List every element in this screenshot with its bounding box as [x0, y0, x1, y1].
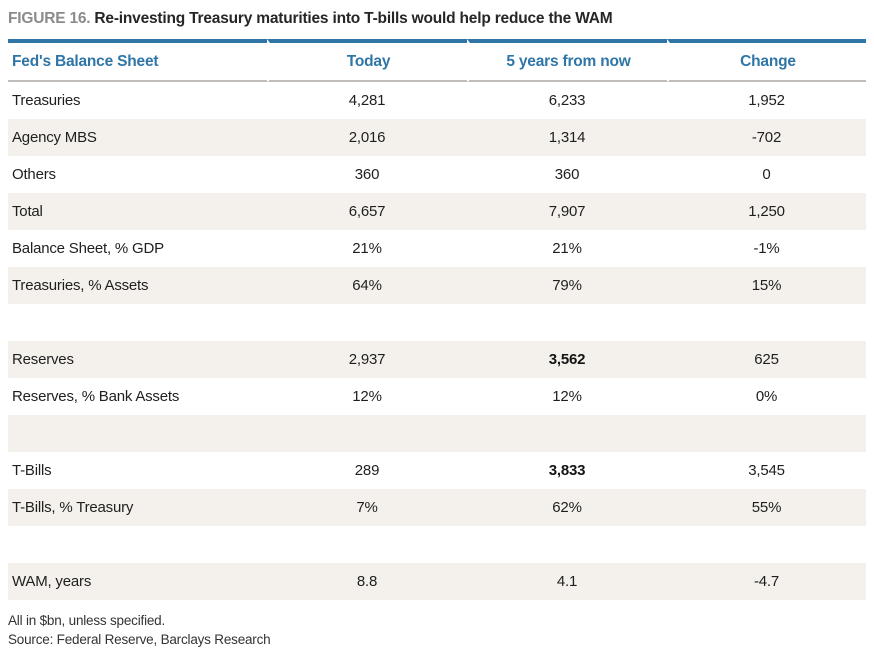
row-value: 6,233 [467, 82, 667, 119]
row-value [467, 526, 667, 563]
table-row: Treasuries, % Assets 64% 79% 15% [8, 267, 866, 304]
spacer-row [8, 526, 866, 563]
row-value: -4.7 [667, 563, 866, 600]
col-header-balance-sheet: Fed's Balance Sheet [8, 39, 267, 82]
row-value: 55% [667, 489, 866, 526]
row-label: Reserves [8, 341, 267, 378]
figure-heading: Re-investing Treasury maturities into T-… [94, 10, 613, 27]
row-label: Others [8, 156, 267, 193]
row-label: T-Bills, % Treasury [8, 489, 267, 526]
table-body: Treasuries 4,281 6,233 1,952 Agency MBS 2,016… [8, 82, 866, 600]
row-value: 3,545 [667, 452, 866, 489]
row-value [667, 304, 866, 341]
figure-label: FIGURE 16. [8, 10, 91, 27]
row-value: -702 [667, 119, 866, 156]
units-note: All in $bn, unless specified. [8, 613, 166, 628]
row-value: 64% [267, 267, 467, 304]
col-header-change: Change [667, 39, 866, 82]
row-value: 360 [267, 156, 467, 193]
table-row: Others 360 360 0 [8, 156, 866, 193]
row-label: Treasuries [8, 82, 267, 119]
row-value: 2,937 [267, 341, 467, 378]
row-value: 12% [467, 378, 667, 415]
row-value: 3,833 [467, 452, 667, 489]
row-value: 7,907 [467, 193, 667, 230]
row-label: Balance Sheet, % GDP [8, 230, 267, 267]
row-label: WAM, years [8, 563, 267, 600]
table-row: Reserves, % Bank Assets 12% 12% 0% [8, 378, 866, 415]
table-row: Balance Sheet, % GDP 21% 21% -1% [8, 230, 866, 267]
figure-title: FIGURE 16. Re-investing Treasury maturiti… [8, 8, 866, 29]
balance-sheet-table: Fed's Balance Sheet Today 5 years from n… [8, 39, 866, 600]
row-value: 360 [467, 156, 667, 193]
table-row: Agency MBS 2,016 1,314 -702 [8, 119, 866, 156]
row-value: 2,016 [267, 119, 467, 156]
row-value [667, 415, 866, 452]
row-value [467, 415, 667, 452]
col-header-five-years: 5 years from now [467, 39, 667, 82]
row-value: 8.8 [267, 563, 467, 600]
spacer-row [8, 304, 866, 341]
table-row: WAM, years 8.8 4.1 -4.7 [8, 563, 866, 600]
row-value: 21% [267, 230, 467, 267]
header-row: Fed's Balance Sheet Today 5 years from n… [8, 39, 866, 82]
row-value: 7% [267, 489, 467, 526]
row-value: 6,657 [267, 193, 467, 230]
row-label [8, 526, 267, 563]
spacer-row [8, 415, 866, 452]
table-row: Treasuries 4,281 6,233 1,952 [8, 82, 866, 119]
row-label: T-Bills [8, 452, 267, 489]
table-row: T-Bills, % Treasury 7% 62% 55% [8, 489, 866, 526]
row-label: Reserves, % Bank Assets [8, 378, 267, 415]
row-value: 62% [467, 489, 667, 526]
row-value: -1% [667, 230, 866, 267]
row-value: 625 [667, 341, 866, 378]
table-footnotes: All in $bn, unless specified. Source: Fe… [8, 611, 866, 649]
col-header-today: Today [267, 39, 467, 82]
table-row: Total 6,657 7,907 1,250 [8, 193, 866, 230]
row-value [267, 526, 467, 563]
row-value: 1,952 [667, 82, 866, 119]
row-label [8, 304, 267, 341]
row-value: 0 [667, 156, 866, 193]
source-note: Source: Federal Reserve, Barclays Resear… [8, 632, 271, 647]
row-label: Agency MBS [8, 119, 267, 156]
table-row: T-Bills 289 3,833 3,545 [8, 452, 866, 489]
row-value: 12% [267, 378, 467, 415]
row-label [8, 415, 267, 452]
row-label: Treasuries, % Assets [8, 267, 267, 304]
row-value [267, 415, 467, 452]
row-value: 289 [267, 452, 467, 489]
row-value: 4.1 [467, 563, 667, 600]
row-value: 21% [467, 230, 667, 267]
row-value: 1,314 [467, 119, 667, 156]
table-row: Reserves 2,937 3,562 625 [8, 341, 866, 378]
row-value [467, 304, 667, 341]
row-value: 0% [667, 378, 866, 415]
row-value: 1,250 [667, 193, 866, 230]
row-value: 79% [467, 267, 667, 304]
row-value [667, 526, 866, 563]
row-value: 4,281 [267, 82, 467, 119]
row-value: 15% [667, 267, 866, 304]
row-value [267, 304, 467, 341]
row-label: Total [8, 193, 267, 230]
row-value: 3,562 [467, 341, 667, 378]
